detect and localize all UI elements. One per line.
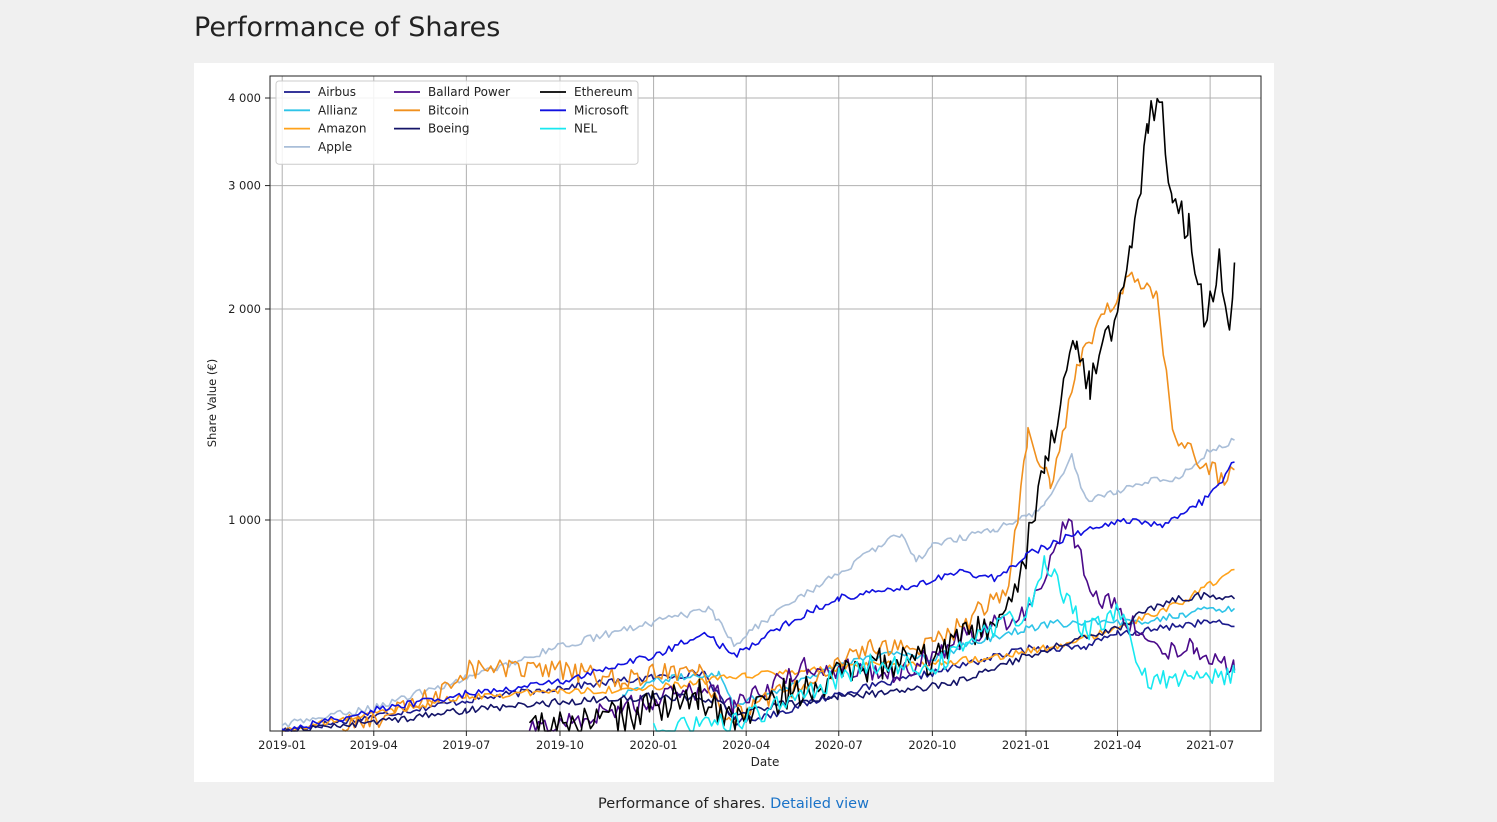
x-tick-label: 2020-10 xyxy=(908,738,956,752)
x-tick-label: 2019-04 xyxy=(350,738,398,752)
y-tick-label: 1 000 xyxy=(228,513,261,527)
chart-figure: 2019-01 2019-04 2019-07 2019-10 2020-01 2020-… xyxy=(194,63,1274,782)
series-line-microsoft xyxy=(281,461,1235,732)
x-tick-label: 2021-07 xyxy=(1186,738,1234,752)
caption-text: Performance of shares. xyxy=(598,796,766,812)
legend-label: Bitcoin xyxy=(428,103,469,117)
plot-frame xyxy=(269,75,1262,732)
legend-label: Boeing xyxy=(428,122,470,136)
y-tick-label: 3 000 xyxy=(228,179,261,193)
series-line-ethereum xyxy=(528,97,1236,732)
legend-label: Amazon xyxy=(318,122,367,136)
axis-layer: 2019-01 2019-04 2019-07 2019-10 2020-01 2020-… xyxy=(228,91,1234,752)
figure-caption: Performance of shares. Detailed view xyxy=(0,796,1467,812)
x-tick-label: 2020-01 xyxy=(630,738,678,752)
series-line-bitcoin xyxy=(341,271,1235,732)
x-axis-label: Date xyxy=(751,755,780,769)
legend-label: NEL xyxy=(574,122,598,136)
legend-label: Microsoft xyxy=(574,103,629,117)
series-line-nel xyxy=(652,555,1236,732)
y-axis-label: Share Value (€) xyxy=(205,359,219,447)
x-tick-label: 2019-01 xyxy=(258,738,306,752)
legend-label: Airbus xyxy=(318,85,356,99)
chart-legend: Airbus Allianz Amazon Apple Ballard Power Bit… xyxy=(275,80,639,165)
share-performance-chart: 2019-01 2019-04 2019-07 2019-10 2020-01 2020-… xyxy=(205,75,1262,769)
legend-box xyxy=(275,80,639,165)
detailed-view-link[interactable]: Detailed view xyxy=(770,796,869,812)
y-tick-label: 4 000 xyxy=(228,91,261,105)
legend-label: Allianz xyxy=(318,103,357,117)
series-layer xyxy=(281,97,1236,732)
x-tick-label: 2020-07 xyxy=(815,738,863,752)
page-title: Performance of Shares xyxy=(194,12,501,43)
series-line-apple xyxy=(281,437,1235,728)
legend-label: Ballard Power xyxy=(428,85,510,99)
legend-label: Apple xyxy=(318,140,352,154)
x-tick-label: 2020-04 xyxy=(722,738,770,752)
x-tick-label: 2021-01 xyxy=(1002,738,1050,752)
x-tick-label: 2021-04 xyxy=(1094,738,1142,752)
x-tick-label: 2019-10 xyxy=(536,738,584,752)
grid-layer xyxy=(270,76,1261,731)
legend-label: Ethereum xyxy=(574,85,633,99)
series-line-boeing xyxy=(282,591,1236,732)
x-tick-label: 2019-07 xyxy=(442,738,490,752)
y-tick-label: 2 000 xyxy=(228,302,261,316)
